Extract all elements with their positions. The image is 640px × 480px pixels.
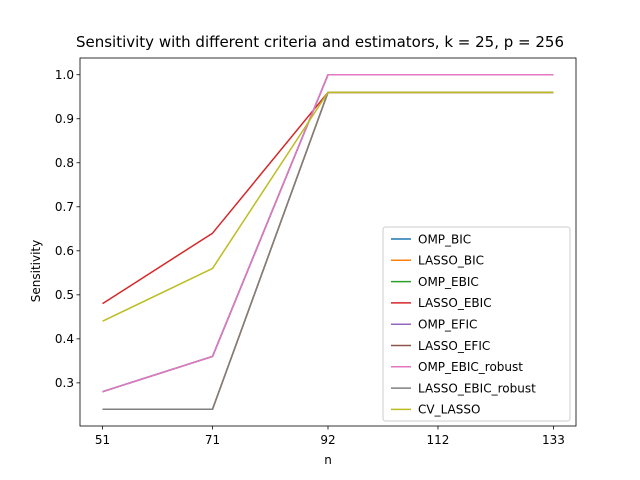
chart-title: Sensitivity with different criteria and …: [75, 33, 565, 51]
x-axis-label: n: [324, 453, 332, 467]
legend-label: OMP_EBIC: [418, 275, 479, 289]
x-tick-label: 92: [320, 433, 335, 447]
y-axis-label: Sensitivity: [29, 239, 43, 303]
y-tick-label: 0.7: [55, 200, 74, 214]
y-tick-label: 0.3: [55, 376, 74, 390]
legend-label: OMP_EBIC_robust: [418, 360, 523, 374]
series-line-omp-ebic-robust: [102, 73, 554, 393]
y-tick-label: 0.8: [55, 156, 74, 170]
legend-label: LASSO_EBIC: [418, 296, 492, 310]
legend-label: OMP_EFIC: [418, 318, 477, 332]
y-tick-label: 0.4: [55, 332, 74, 346]
legend-label: CV_LASSO: [418, 403, 480, 417]
x-tick-label: 133: [542, 433, 565, 447]
y-tick-label: 0.9: [55, 112, 74, 126]
legend-label: LASSO_BIC: [418, 254, 484, 268]
legend-label: OMP_BIC: [418, 232, 471, 246]
legend-label: LASSO_EFIC: [418, 339, 490, 353]
x-tick-label: 51: [95, 433, 110, 447]
x-tick-label: 112: [427, 433, 450, 447]
y-tick-label: 1.0: [55, 68, 74, 82]
y-tick-label: 0.6: [55, 244, 74, 258]
legend-label: LASSO_EBIC_robust: [418, 381, 536, 395]
y-tick-label: 0.5: [55, 288, 74, 302]
series-line-cv-lasso: [102, 91, 554, 322]
legend-box: [382, 226, 571, 422]
x-tick-label: 71: [205, 433, 220, 447]
